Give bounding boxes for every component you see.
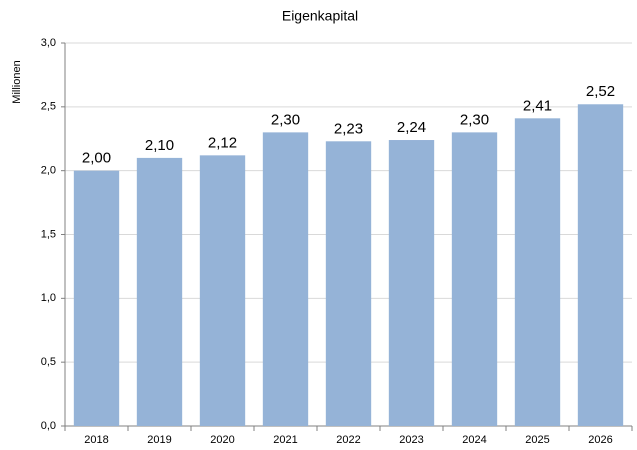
- y-axis-label: Millionen: [11, 60, 23, 103]
- y-tick-label: 1,0: [41, 292, 56, 304]
- x-tick-label: 2026: [588, 434, 612, 446]
- x-tick-label: 2024: [462, 434, 486, 446]
- x-tick-label: 2023: [399, 434, 423, 446]
- y-tick-label: 3,0: [41, 37, 56, 49]
- data-label: 2,52: [586, 83, 615, 100]
- data-label: 2,23: [334, 120, 363, 137]
- y-tick-label: 0,5: [41, 356, 56, 368]
- data-label: 2,12: [208, 134, 237, 151]
- bar: [514, 118, 561, 426]
- chart-title: Eigenkapital: [282, 8, 358, 24]
- bar: [451, 132, 498, 426]
- bar: [388, 140, 435, 426]
- data-label: 2,00: [82, 150, 111, 167]
- y-tick-label: 2,0: [41, 165, 56, 177]
- bar: [199, 155, 246, 426]
- data-label: 2,30: [271, 111, 300, 128]
- y-tick-label: 1,5: [41, 228, 56, 240]
- y-tick-label: 0,0: [41, 420, 56, 432]
- data-label: 2,24: [397, 119, 426, 136]
- bar: [577, 104, 624, 426]
- y-tick-label: 2,5: [41, 101, 56, 113]
- bar: [73, 170, 120, 426]
- x-tick-label: 2025: [525, 434, 549, 446]
- x-tick-label: 2022: [336, 434, 360, 446]
- bar: [325, 141, 372, 426]
- x-tick-label: 2021: [273, 434, 297, 446]
- data-label: 2,30: [460, 111, 489, 128]
- x-tick-label: 2018: [84, 434, 108, 446]
- data-label: 2,10: [145, 137, 174, 154]
- bar: [262, 132, 309, 426]
- bar: [136, 157, 183, 426]
- x-tick-label: 2020: [210, 434, 234, 446]
- data-label: 2,41: [523, 97, 552, 114]
- x-tick-label: 2019: [147, 434, 171, 446]
